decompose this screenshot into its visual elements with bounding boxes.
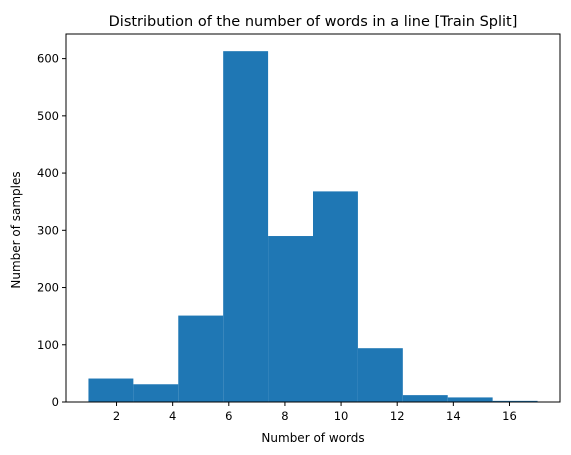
histogram-bar	[178, 315, 224, 402]
histogram-bar	[88, 378, 134, 402]
x-axis: 2 4 6 8 10 12 14 16	[113, 402, 517, 423]
histogram-bar	[357, 348, 403, 402]
histogram-bar	[492, 400, 538, 402]
y-axis: 0 100 200 300 400 500 600	[37, 52, 66, 409]
y-tick-label: 300	[37, 223, 59, 237]
histogram-bar	[402, 395, 448, 402]
y-axis-label: Number of samples	[9, 171, 23, 288]
x-tick-label: 8	[281, 409, 288, 423]
plot-frame	[65, 33, 561, 403]
y-tick-label: 200	[37, 281, 59, 295]
x-tick-label: 14	[446, 409, 461, 423]
histogram-bar	[268, 236, 313, 402]
y-tick-label: 600	[37, 52, 59, 66]
x-tick-label: 6	[225, 409, 232, 423]
x-tick-label: 2	[113, 409, 120, 423]
chart-title: Distribution of the number of words in a…	[109, 14, 518, 30]
histogram-bar	[223, 51, 269, 403]
x-tick-label: 16	[502, 409, 517, 423]
x-tick-label: 12	[390, 409, 405, 423]
histogram-bar	[133, 384, 179, 402]
x-tick-label: 10	[334, 409, 349, 423]
y-tick-label: 400	[37, 166, 59, 180]
x-tick-label: 4	[169, 409, 176, 423]
y-tick-label: 100	[37, 338, 59, 352]
histogram-bar	[313, 191, 358, 402]
y-tick-label: 0	[52, 395, 59, 409]
bars-group	[88, 51, 538, 403]
x-axis-label: Number of words	[261, 431, 364, 445]
y-tick-label: 500	[37, 109, 59, 123]
histogram-bar	[447, 397, 493, 402]
